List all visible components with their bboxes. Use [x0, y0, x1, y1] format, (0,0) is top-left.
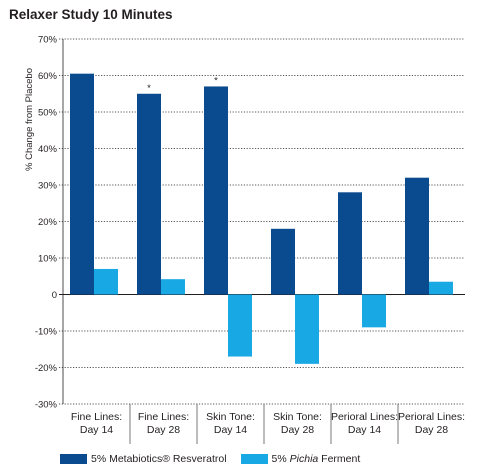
y-tick-label: 50%: [38, 107, 58, 118]
y-tick-label: -20%: [35, 363, 58, 374]
category-label: Day 14: [80, 424, 113, 436]
bars: [70, 73, 453, 364]
axes: 70% 60% 50% 40% 30% 20% 10% 0 -10% -20% -30% Fine L…: [35, 34, 465, 444]
significance-marker: *: [147, 83, 151, 94]
bar: [70, 73, 94, 295]
y-axis-label: % Change from Placebo: [24, 68, 35, 171]
bar: [161, 279, 185, 295]
legend-swatch-resveratrol: [60, 454, 87, 464]
bar: [204, 86, 228, 295]
y-tick-label: 30%: [38, 180, 58, 191]
significance-marker: *: [214, 75, 218, 86]
y-tick-label: 20%: [38, 217, 58, 228]
bar: [429, 281, 453, 295]
bar: [228, 294, 252, 357]
y-tick-label: 60%: [38, 71, 58, 82]
y-tick-label: -30%: [35, 399, 58, 410]
bar: [137, 93, 161, 295]
bar: [362, 294, 386, 328]
bar: [405, 177, 429, 295]
bar: [271, 228, 295, 295]
chart-title: Relaxer Study 10 Minutes: [9, 7, 173, 22]
y-tick-label: 0: [52, 290, 57, 301]
category-label: Day 14: [214, 424, 247, 436]
category-label: Skin Tone:: [206, 411, 255, 423]
bar-chart: 70% 60% 50% 40% 30% 20% 10% 0 -10% -20% -30% Fine L…: [24, 34, 465, 444]
bar: [295, 294, 319, 364]
category-label: Day 28: [281, 424, 314, 436]
category-label: Perioral Lines:: [331, 411, 398, 423]
bar: [338, 192, 362, 295]
legend-item-pichia: 5% Pichia Ferment: [240, 453, 361, 465]
y-tick-label: 40%: [38, 144, 58, 155]
category-label: Fine Lines:: [71, 411, 122, 423]
category-label: Skin Tone:: [273, 411, 322, 423]
legend: 5% Metabiotics® Resveratrol 5% Pichia Fe…: [60, 453, 374, 465]
bar: [94, 268, 118, 295]
legend-item-resveratrol: 5% Metabiotics® Resveratrol: [60, 453, 227, 465]
legend-swatch-pichia: [240, 454, 268, 464]
category-label: Fine Lines:: [138, 411, 189, 423]
y-tick-label: 10%: [38, 253, 58, 264]
y-tick-label: -10%: [35, 326, 58, 337]
legend-label-pichia: 5% Pichia Ferment: [271, 453, 361, 465]
category-label: Day 28: [147, 424, 180, 436]
category-label: Day 14: [348, 424, 381, 436]
category-label: Day 28: [415, 424, 448, 436]
category-label: Perioral Lines:: [398, 411, 465, 423]
legend-label-resveratrol: 5% Metabiotics® Resveratrol: [91, 453, 227, 465]
gridlines: [59, 38, 465, 405]
y-tick-label: 70%: [38, 34, 58, 45]
